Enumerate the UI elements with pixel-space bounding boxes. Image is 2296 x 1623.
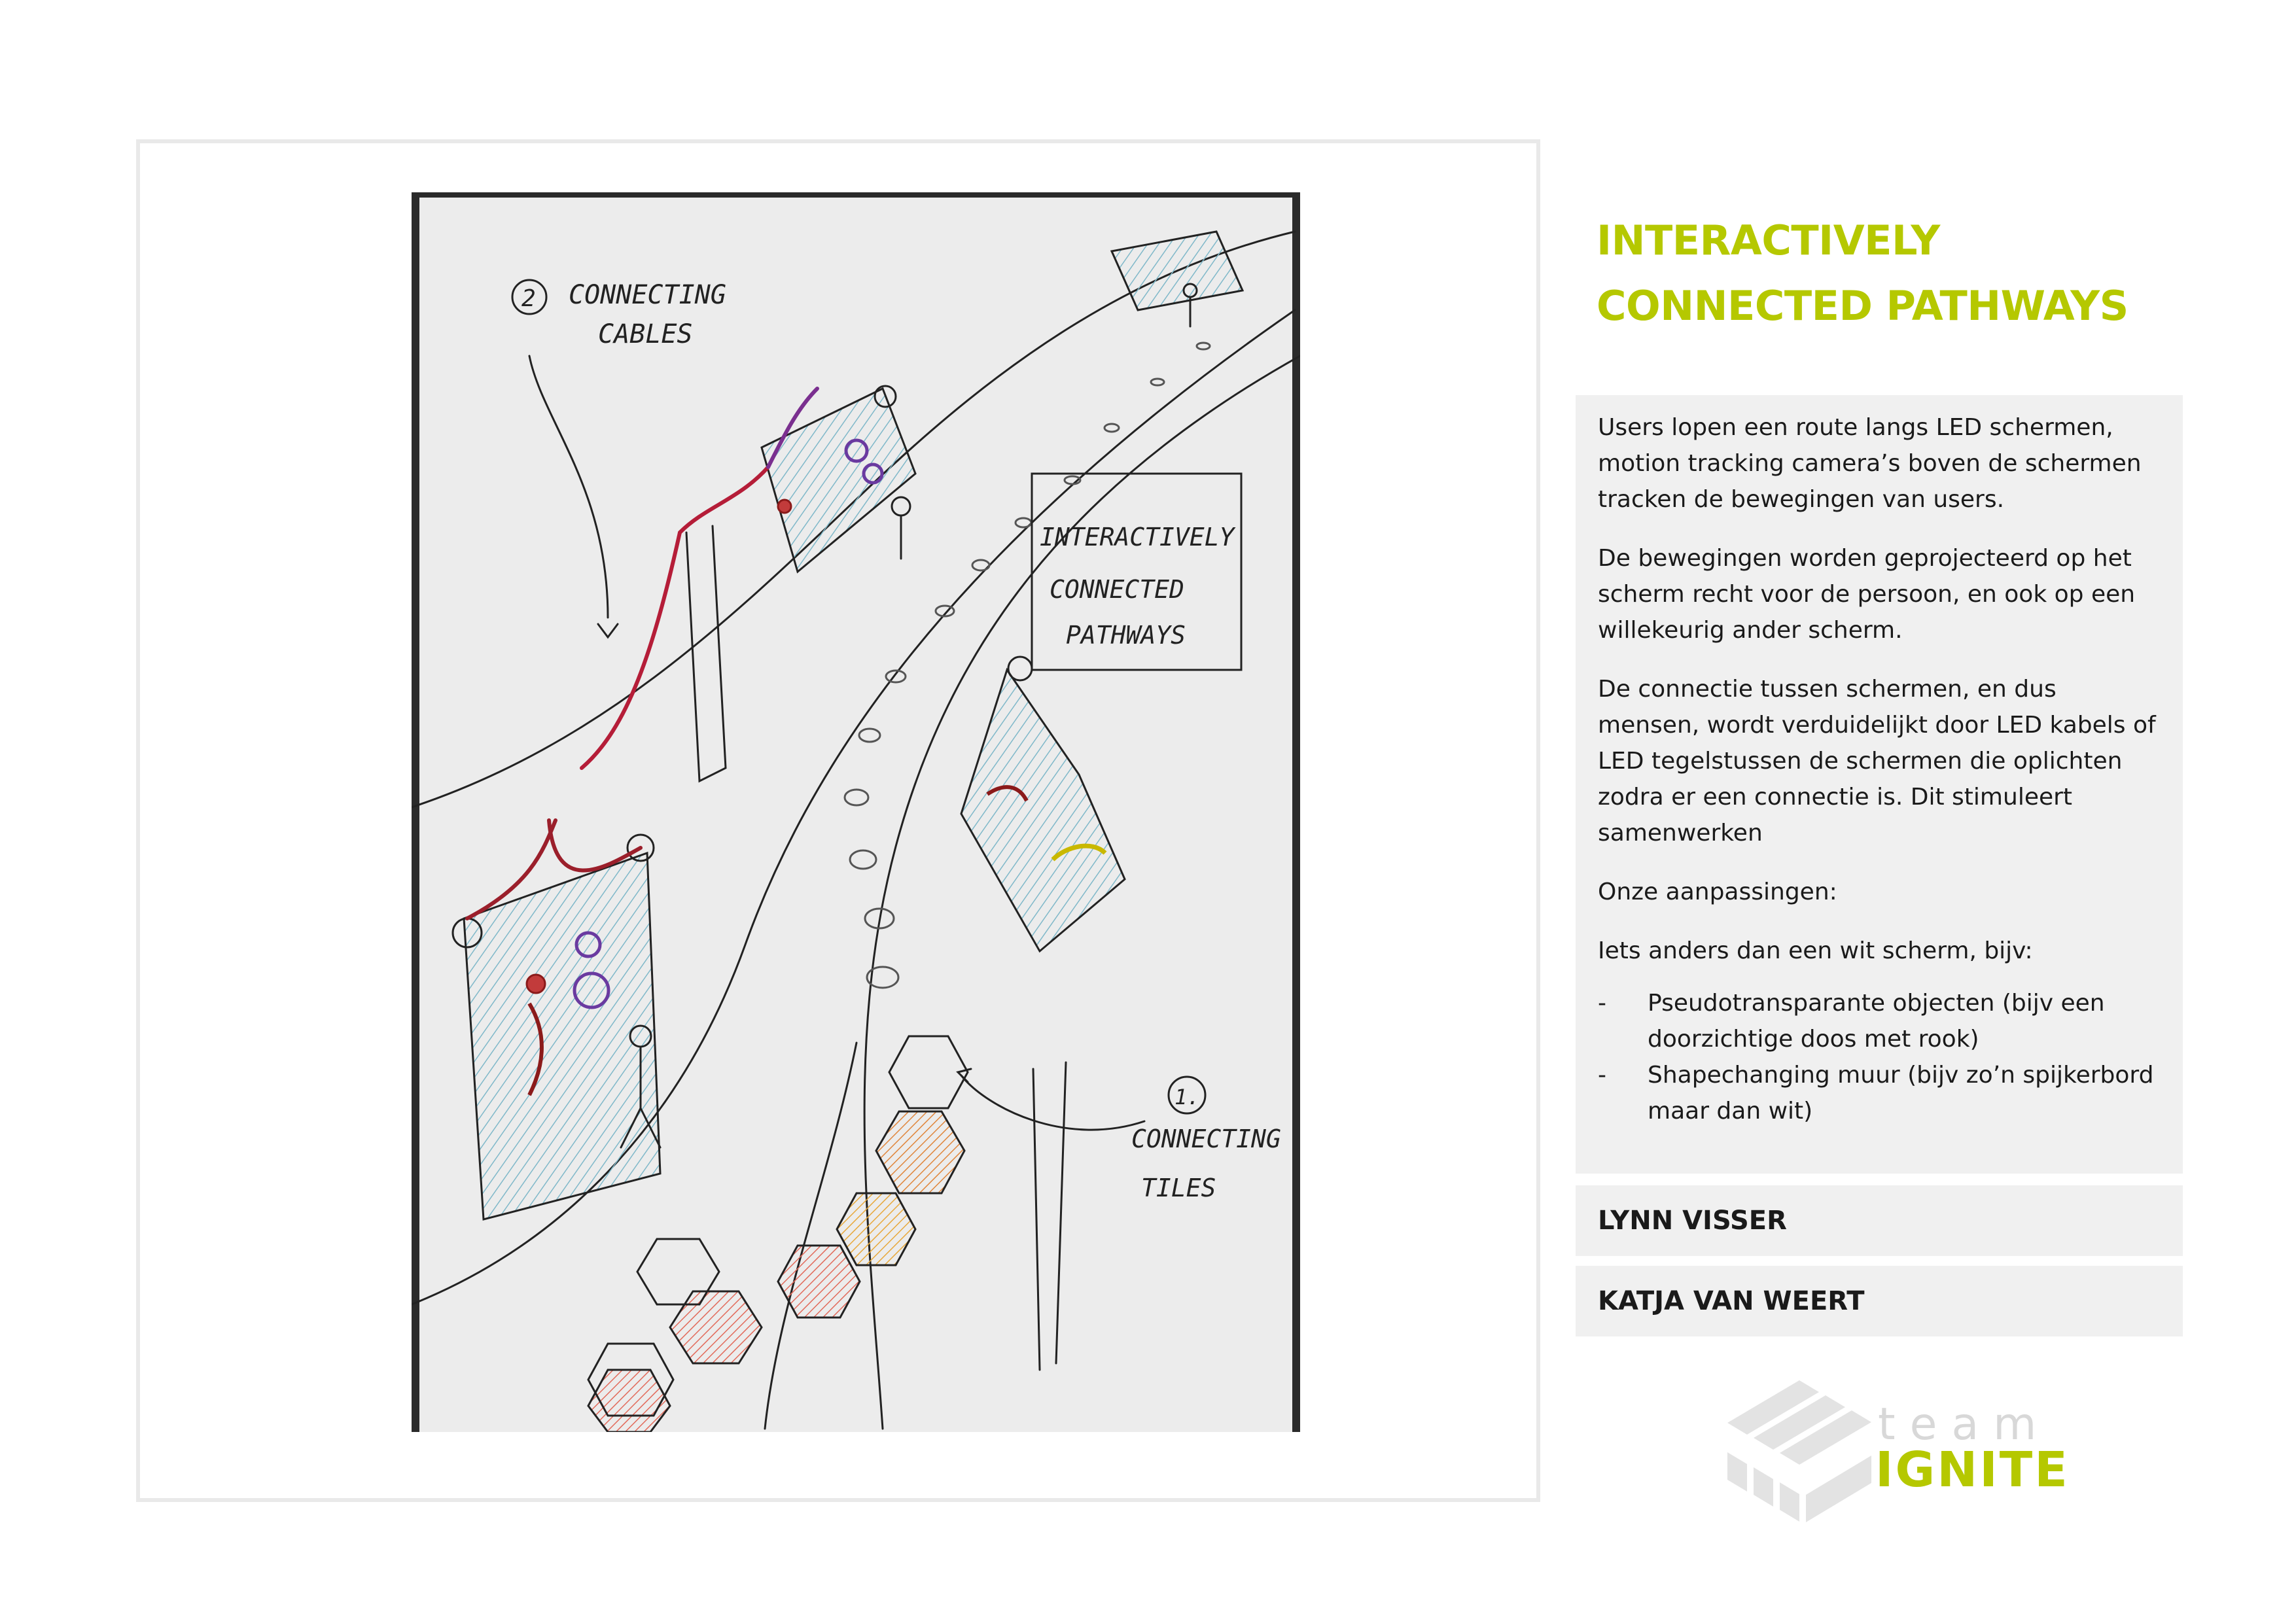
sketch-drawing: 2 CONNECTING CABLES INTERACTIVELY CONNEC… — [412, 192, 1300, 1432]
author-name-2: KATJA VAN WEERT — [1576, 1266, 2183, 1336]
logo-mark-icon — [1727, 1380, 1871, 1522]
page-title: INTERACTIVELY CONNECTED PATHWAYS — [1597, 208, 2185, 339]
team-ignite-logo: team IGNITE — [1721, 1361, 2068, 1531]
bullet-dash: - — [1598, 990, 1606, 1017]
description-paragraph-5: Iets anders dan een wit scherm, bijv: — [1598, 937, 2033, 964]
bullet-dash: - — [1598, 1062, 1606, 1089]
sketch-label-2: 2 — [521, 285, 536, 312]
list-item: - Pseudotransparante objecten (bijv een d… — [1598, 985, 2159, 1057]
description-bullet-list: - Pseudotransparante objecten (bijv een d… — [1598, 985, 2159, 1129]
sketch-label-1: 1. — [1174, 1085, 1200, 1109]
page-title-line-2: CONNECTED PATHWAYS — [1597, 282, 2128, 330]
author-name-1: LYNN VISSER — [1576, 1185, 2183, 1256]
logo-brand-text: IGNITE — [1875, 1442, 2070, 1498]
description-paragraph-1: Users lopen een route langs LED schermen… — [1598, 414, 2142, 513]
bullet-text: Pseudotransparante objecten (bijv een do… — [1648, 990, 2105, 1053]
description-paragraph-3: De connectie tussen schermen, en dus men… — [1598, 676, 2156, 846]
sketch-photo: 2 CONNECTING CABLES INTERACTIVELY CONNEC… — [412, 192, 1300, 1432]
list-item: - Shapechanging muur (bijv zo’n spijkerbo… — [1598, 1057, 2159, 1129]
sketch-label-connecting-cables-1: CONNECTING — [569, 280, 726, 310]
sketch-label-title-2: CONNECTED — [1050, 575, 1184, 604]
page-title-line-1: INTERACTIVELY — [1597, 217, 1940, 264]
sketch-frame — [136, 139, 1540, 1502]
description-paragraph-4: Onze aanpassingen: — [1598, 879, 1837, 905]
sketch-label-connecting-cables-2: CABLES — [598, 319, 693, 349]
bullet-text: Shapechanging muur (bijv zo’n spijkerbor… — [1648, 1062, 2154, 1125]
sketch-label-connecting-tiles-2: TILES — [1141, 1174, 1216, 1202]
logo-team-text: team — [1878, 1399, 2051, 1450]
sketch-label-title-1: INTERACTIVELY — [1040, 523, 1237, 551]
sketch-label-title-3: PATHWAYS — [1066, 621, 1186, 650]
sketch-label-connecting-tiles-1: CONNECTING — [1131, 1125, 1281, 1153]
description-panel: Users lopen een route langs LED schermen… — [1576, 395, 2183, 1174]
description-paragraph-2: De bewegingen worden geprojecteerd op he… — [1598, 545, 2136, 644]
